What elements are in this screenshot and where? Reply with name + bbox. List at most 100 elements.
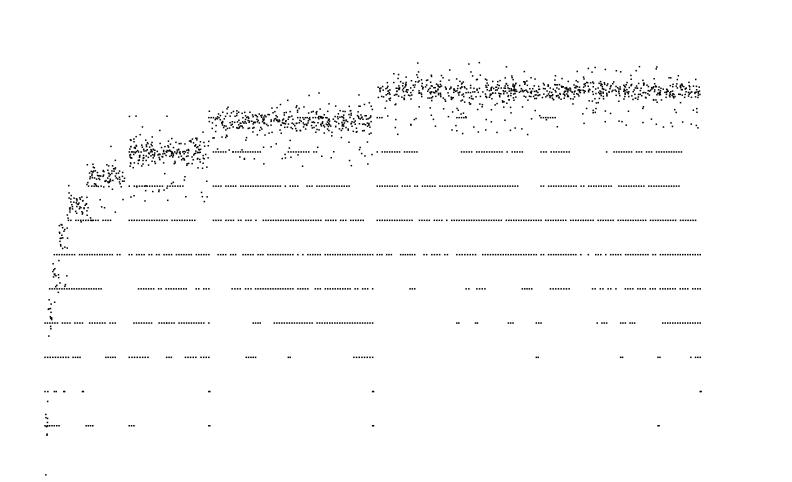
cluster-point [534,94,536,96]
level-row-point [174,151,176,153]
level-row-point [141,219,143,222]
level-row-point [632,219,634,222]
cluster-point [59,237,61,240]
cluster-point [166,187,168,189]
level-row-point [85,219,87,222]
level-row-point [540,185,542,187]
level-row-point [496,185,499,187]
cluster-point [544,88,546,90]
cluster-point [152,190,154,193]
level-row-point [665,151,668,153]
cluster-point [624,86,627,88]
cluster-point [61,224,63,226]
cluster-point [619,94,621,97]
level-row-point [476,185,479,187]
level-row-point [572,253,575,256]
level-row-point [396,219,398,222]
cluster-point [298,122,300,124]
level-row-point [208,356,210,359]
cluster-point [214,130,217,133]
level-row-point [444,185,446,187]
level-row-point [56,322,59,324]
cluster-point [665,96,667,99]
cluster-point [347,129,349,131]
cluster-point [643,91,645,94]
level-row-point [379,185,381,187]
cluster-point [413,86,416,88]
level-row-point [247,253,249,256]
level-row-point [500,219,503,222]
cluster-point [154,152,156,154]
cluster-point [345,126,347,129]
cluster-point [672,83,674,86]
cluster-point [74,210,77,213]
level-row-point [535,253,538,256]
cluster-point [555,91,557,93]
cluster-point [558,96,560,98]
cluster-point [310,111,313,113]
cluster-point [591,100,594,102]
cluster-point [331,135,333,137]
cluster-point [242,127,244,129]
cluster-point [574,90,576,92]
level-row-point [540,253,542,256]
level-row-point [575,253,577,256]
level-row-point [313,151,315,153]
level-row-point [53,288,56,290]
cluster-point [67,217,69,219]
level-row-point [128,356,130,359]
level-row-point [528,288,531,290]
cluster-point [247,127,249,130]
cluster-point [369,116,372,118]
cluster-point [245,139,247,141]
level-row-point [100,288,102,290]
cluster-point [627,91,629,94]
cluster-point [662,88,664,90]
cluster-point [430,114,433,116]
cluster-point [141,144,143,146]
cluster-point [452,96,454,99]
level-row-point [639,288,641,290]
cluster-point [459,87,462,90]
cluster-point [669,84,672,87]
level-row-point [526,288,528,290]
level-row-point [463,151,465,153]
cluster-point [618,100,620,102]
level-row-point [106,253,108,256]
cluster-point [223,118,225,120]
level-row-point [79,356,81,359]
level-row-point [610,185,612,187]
cluster-point [58,224,61,227]
cluster-point [444,86,447,88]
level-row-point [339,288,341,290]
level-row-point [56,288,58,290]
level-row-point [682,219,684,222]
cluster-point [154,160,156,163]
cluster-point [130,157,132,159]
cluster-point [471,75,474,77]
cluster-point [195,137,197,139]
cluster-point [211,122,214,124]
level-row-point [340,219,342,222]
level-row-point [627,219,629,222]
level-row-point [102,219,104,222]
cluster-point [307,122,309,124]
cluster-point [406,91,408,93]
cluster-point [396,90,398,92]
cluster-point [591,90,594,93]
level-row-point [487,253,489,256]
level-row-point [619,356,622,359]
cluster-point [98,177,100,180]
level-row-point [376,219,378,222]
level-row-point [557,185,560,187]
level-row-point [552,219,554,222]
cluster-point [150,148,152,151]
level-row-point [418,219,421,222]
cluster-point [569,90,572,92]
level-row-point [697,356,699,359]
level-row-point [337,288,339,290]
cluster-point [179,153,181,155]
level-row-point [414,185,416,187]
cluster-point [430,97,433,99]
cluster-point [341,121,343,124]
